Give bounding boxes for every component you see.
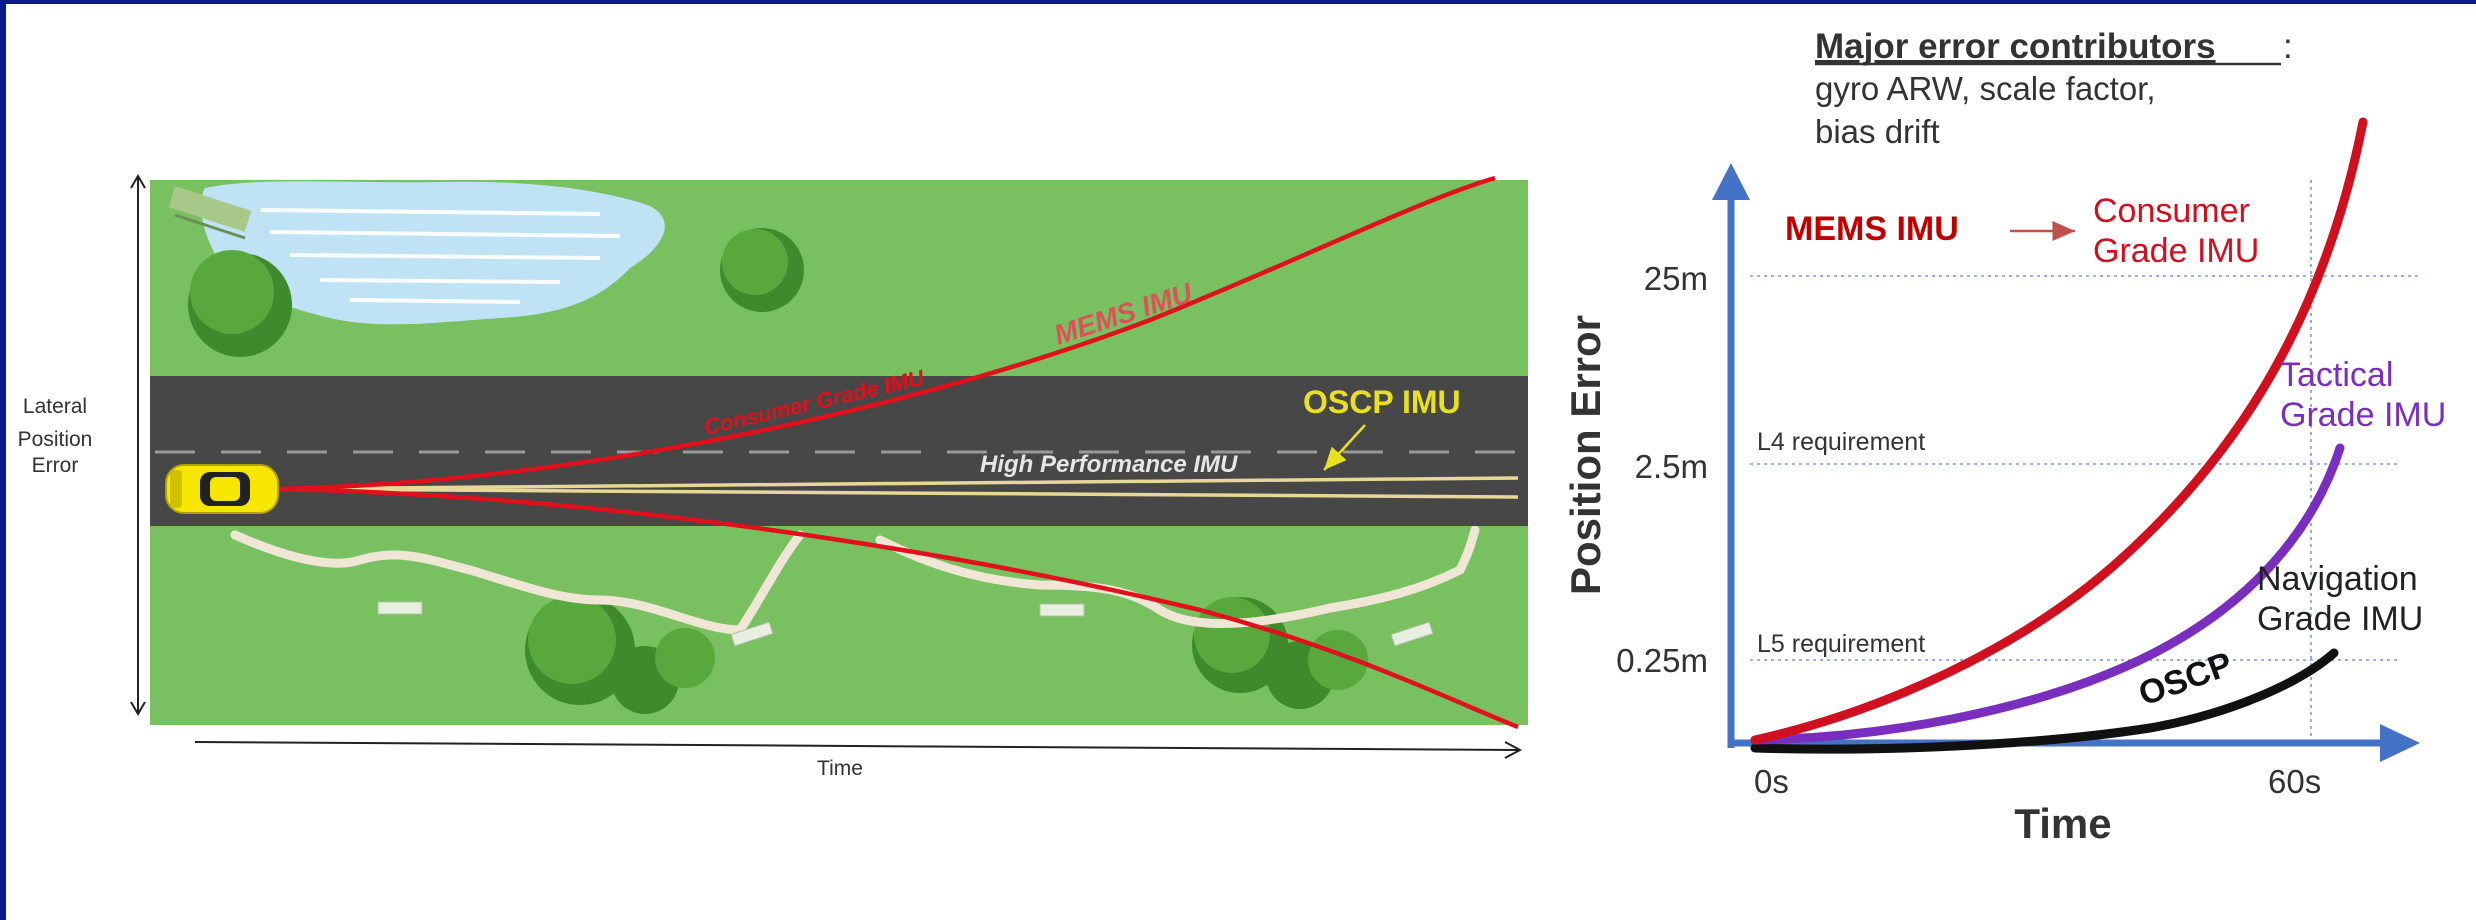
footpaths [230, 525, 1480, 635]
navigation-label-line-1: Navigation [2257, 560, 2418, 598]
l4-requirement-label: L4 requirement [1757, 428, 1925, 456]
slide-frame-top [0, 0, 2476, 4]
contributors-line-2: gyro ARW, scale factor, [1815, 70, 2156, 107]
tactical-label-line-2: Grade IMU [2280, 396, 2446, 434]
lateral-label-line-1: Lateral [23, 395, 87, 418]
requirement-guides [1750, 180, 2420, 740]
contributors-colon: : [2283, 27, 2293, 66]
consumer-label-line-1: Consumer [2093, 192, 2250, 230]
time-axis [194, 741, 1519, 751]
y-axis-arrowhead [1712, 163, 1750, 200]
x-tick-0s: 0s [1754, 763, 1789, 800]
x-axis-title: Time [2014, 800, 2111, 847]
benches [377, 601, 1434, 647]
consumer-grade-curve [1750, 117, 2368, 745]
lateral-label-line-2: Position [18, 428, 93, 451]
navigation-grade-curve [1750, 648, 2339, 754]
consumer-label-line-2: Grade IMU [2093, 232, 2259, 270]
x-axis-arrowhead [2380, 724, 2420, 762]
time-label: Time [817, 757, 863, 780]
pond [200, 181, 665, 325]
lateral-label-line-3: Error [32, 454, 79, 477]
y-tick-0-25m: 0.25m [1616, 642, 1708, 679]
mems-imu-chart-label: MEMS IMU [1785, 210, 1959, 248]
tactical-label-line-1: Tactical [2280, 356, 2393, 394]
y-tick-2-5m: 2.5m [1635, 448, 1708, 485]
high-performance-label: High Performance IMU [980, 451, 1238, 478]
x-tick-60s: 60s [2268, 763, 2321, 800]
car [165, 464, 279, 514]
oscp-imu-road-label: OSCP IMU [1303, 384, 1461, 420]
y-axis-title: Position Error [1562, 315, 1609, 595]
contributors-line-3: bias drift [1815, 113, 1940, 150]
slide-frame-left [0, 0, 6, 920]
high-performance-trajectories [274, 476, 1519, 499]
l5-requirement-label: L5 requirement [1757, 630, 1925, 658]
tactical-grade-curve [1750, 443, 2345, 745]
pond-ripples [259, 208, 621, 304]
mems-trajectories [274, 175, 1519, 730]
navigation-label-line-2: Grade IMU [2257, 600, 2423, 638]
oscp-pointer-arrow [1323, 424, 1366, 471]
road-diagram: Lateral Position Error Time MEMS IMU Con… [18, 174, 1528, 780]
y-tick-25m: 25m [1644, 260, 1708, 297]
contributors-title: Major error contributors [1815, 27, 2216, 66]
error-growth-chart: Major error contributors : gyro ARW, sca… [1562, 27, 2446, 847]
dock [168, 186, 252, 240]
